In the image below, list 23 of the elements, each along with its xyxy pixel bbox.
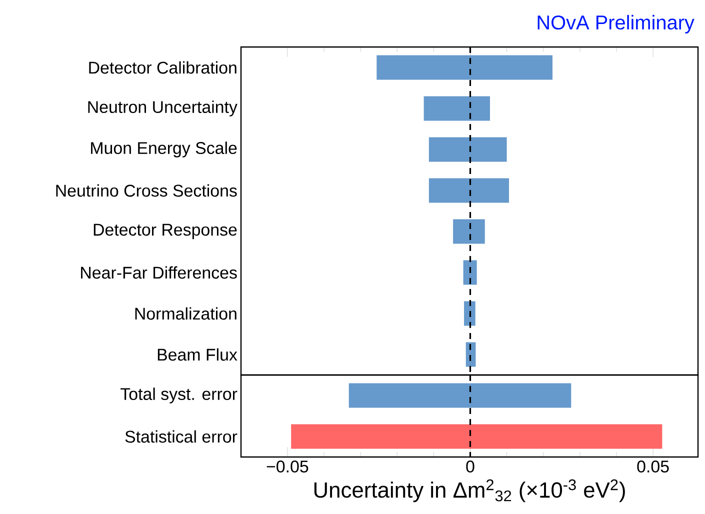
bar xyxy=(424,96,490,121)
x-tick-label: 0 xyxy=(466,460,474,473)
bar xyxy=(453,219,485,244)
y-tick-label: Detector Response xyxy=(94,224,237,240)
bar xyxy=(466,342,476,367)
bar xyxy=(376,55,552,80)
y-tick-label: Muon Energy Scale xyxy=(91,142,237,158)
y-tick-label: Neutron Uncertainty xyxy=(88,100,238,116)
bar xyxy=(463,260,477,285)
y-tick-label: Near-Far Differences xyxy=(81,266,237,279)
bar xyxy=(428,137,507,162)
y-tick-label: Beam Flux xyxy=(158,348,238,361)
y-tick-label: Statistical error xyxy=(125,430,238,443)
x-tick-label: −0.05 xyxy=(266,460,308,473)
y-tick-label: Detector Calibration xyxy=(89,61,236,74)
chart-title: NOvA Preliminary xyxy=(538,14,694,34)
y-tick-label: Normalization xyxy=(135,307,236,320)
x-axis-title: Uncertainty in Δm$^{2}$$_{32}$ (×10$^{-3}$ eV$^{2}$) xyxy=(314,479,625,502)
bar xyxy=(464,301,476,326)
y-tick-label: Total syst. error xyxy=(120,388,238,404)
x-tick-label: 0.05 xyxy=(637,460,669,473)
bar xyxy=(428,178,509,203)
y-tick-label: Neutrino Cross Sections xyxy=(56,184,237,197)
